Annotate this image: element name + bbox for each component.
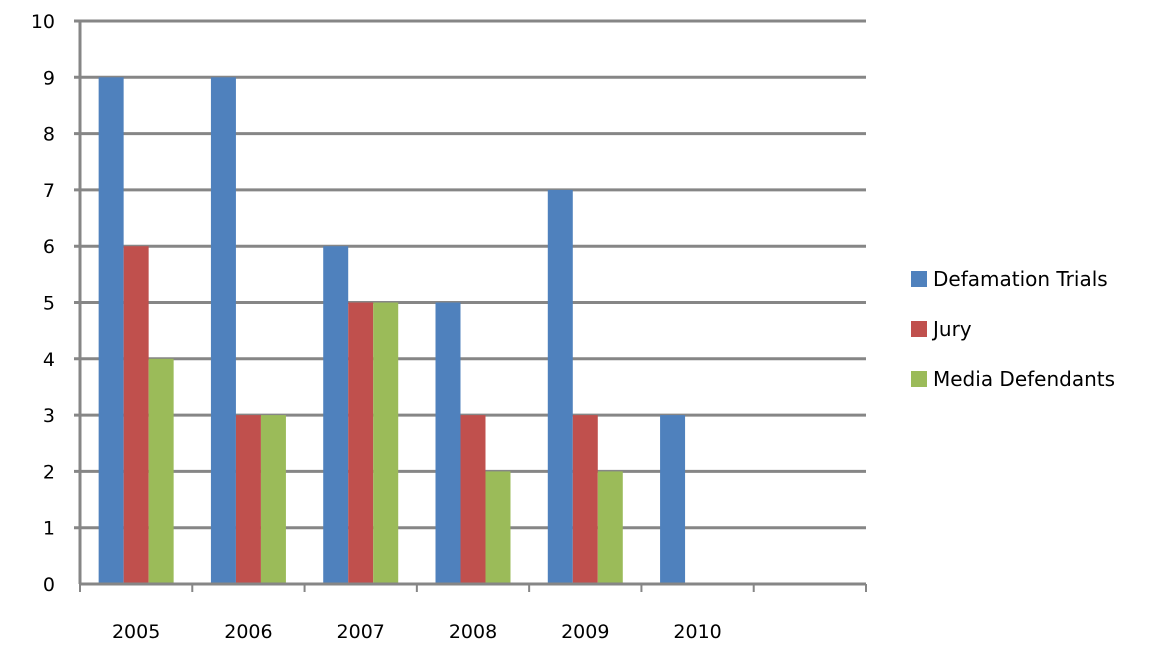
bars	[98, 77, 686, 585]
legend-item-jury: Jury	[911, 316, 1115, 341]
x-tick-label: 2010	[673, 621, 721, 643]
bar	[485, 471, 511, 584]
legend-swatch-icon	[911, 320, 927, 337]
bar	[210, 77, 236, 585]
legend-label: Media Defendants	[933, 366, 1116, 391]
bar	[348, 302, 374, 584]
legend-label: Jury	[933, 316, 972, 341]
legend-swatch-icon	[911, 270, 927, 287]
bar	[323, 246, 349, 584]
y-tick-label: 5	[43, 293, 55, 315]
y-tick-label: 8	[43, 124, 55, 146]
legend-item-media-defendants: Media Defendants	[911, 366, 1115, 391]
y-tick-label: 1	[43, 518, 55, 540]
y-tick-label: 6	[43, 236, 55, 258]
x-tick-label: 2008	[449, 621, 497, 643]
bar	[597, 471, 623, 584]
bar	[260, 415, 286, 584]
bar	[373, 302, 399, 584]
x-tick-label: 2009	[561, 621, 609, 643]
legend-swatch-icon	[911, 370, 927, 387]
y-tick-label: 4	[43, 349, 55, 371]
x-tick-label: 2005	[112, 621, 160, 643]
y-tick-label: 2	[43, 461, 55, 483]
y-tick-label: 7	[43, 180, 55, 202]
bar	[460, 415, 486, 584]
bar	[98, 77, 124, 585]
x-axis-labels: 2005 2006 2007 2008 2009 2010	[112, 621, 722, 643]
axes	[78, 21, 867, 592]
x-tick-label: 2006	[224, 621, 272, 643]
bar	[572, 415, 598, 584]
x-tick-label: 2007	[337, 621, 385, 643]
bar	[435, 302, 461, 584]
y-tick-label: 9	[43, 67, 55, 89]
legend: Defamation Trials Jury Media Defendants	[911, 266, 1115, 416]
bar	[235, 415, 261, 584]
y-tick-label: 0	[43, 574, 55, 596]
bar	[660, 415, 686, 584]
bar	[148, 358, 174, 584]
legend-item-defamation-trials: Defamation Trials	[911, 266, 1115, 291]
bar	[547, 189, 573, 584]
legend-label: Defamation Trials	[933, 266, 1108, 291]
gridlines	[74, 19, 866, 530]
bar	[123, 246, 149, 584]
y-tick-label: 10	[31, 11, 55, 33]
y-axis-labels: 0 1 2 3 4 5 6 7 8 9 10	[31, 11, 55, 596]
y-tick-label: 3	[43, 405, 55, 427]
